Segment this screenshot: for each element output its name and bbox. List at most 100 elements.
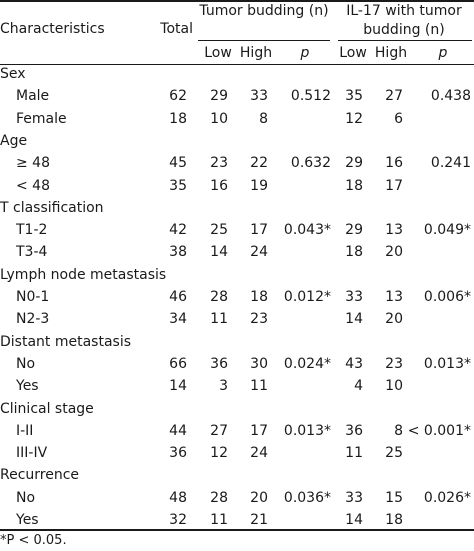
row-label: ≥ 48 [16, 155, 50, 171]
cell-tb-p: 0.024* [283, 356, 331, 372]
group-label: Clinical stage [0, 401, 94, 417]
cell-tb-low: 16 [210, 178, 228, 194]
row-label: < 48 [16, 178, 50, 194]
cell-total: 34 [169, 311, 187, 327]
cell-tb-high: 30 [250, 356, 268, 372]
cell-tb-high: 18 [250, 289, 268, 305]
header-total: Total [160, 21, 193, 37]
cell-il-high: 6 [394, 111, 403, 127]
il17-rule [338, 40, 472, 41]
cell-il-high: 8 [394, 423, 403, 439]
cell-tb-high: 24 [250, 445, 268, 461]
cell-tb-low: 29 [210, 88, 228, 104]
cell-il-low: 14 [345, 512, 363, 528]
group-label: Age [0, 133, 28, 149]
cell-tb-p: 0.012* [283, 289, 331, 305]
cell-tb-high: 20 [250, 490, 268, 506]
row-label: No [16, 490, 36, 506]
cell-il-low: 11 [345, 445, 363, 461]
cell-tb-low: 25 [210, 222, 228, 238]
cell-tb-high: 24 [250, 244, 268, 260]
cell-total: 14 [169, 378, 187, 394]
cell-il-low: 14 [345, 311, 363, 327]
cell-tb-high: 19 [250, 178, 268, 194]
cell-il-p: 0.026* [423, 490, 471, 506]
header-il-p: p [438, 45, 448, 61]
cell-tb-low: 12 [210, 445, 228, 461]
cell-tb-high: 11 [250, 378, 268, 394]
cell-il-low: 33 [345, 289, 363, 305]
cell-tb-high: 22 [250, 155, 268, 171]
cell-tb-low: 28 [210, 490, 228, 506]
cell-il-high: 10 [385, 378, 403, 394]
cell-tb-low: 10 [210, 111, 228, 127]
cell-tb-low: 3 [219, 378, 228, 394]
tumor-budding-rule [198, 40, 330, 41]
cell-il-p: 0.013* [423, 356, 471, 372]
cell-il-high: 20 [385, 311, 403, 327]
header-il-high: High [374, 45, 408, 61]
cell-il-p: 0.438 [430, 88, 471, 104]
cell-il-p: 0.006* [423, 289, 471, 305]
group-label: T classification [0, 200, 104, 216]
cell-tb-low: 28 [210, 289, 228, 305]
cell-il-high: 13 [385, 289, 403, 305]
header-tb-high: High [239, 45, 273, 61]
cell-il-low: 18 [345, 178, 363, 194]
cell-il-p: < 0.001* [407, 423, 471, 439]
cell-il-p: 0.241 [430, 155, 471, 171]
cell-tb-high: 21 [250, 512, 268, 528]
top-rule [0, 0, 474, 2]
cell-total: 36 [169, 445, 187, 461]
group-label: Sex [0, 66, 26, 82]
cell-il-high: 25 [385, 445, 403, 461]
cell-il-low: 35 [345, 88, 363, 104]
cell-il-high: 13 [385, 222, 403, 238]
cell-il-low: 43 [345, 356, 363, 372]
row-label: III-IV [16, 445, 48, 461]
cell-tb-p: 0.512 [290, 88, 331, 104]
cell-tb-low: 36 [210, 356, 228, 372]
cell-il-high: 20 [385, 244, 403, 260]
group-label: Distant metastasis [0, 334, 132, 350]
cell-il-p: 0.049* [423, 222, 471, 238]
cell-total: 46 [169, 289, 187, 305]
header-il-low: Low [339, 45, 367, 61]
row-label: N0-1 [16, 289, 50, 305]
cell-il-low: 36 [345, 423, 363, 439]
cell-il-low: 12 [345, 111, 363, 127]
cell-total: 62 [169, 88, 187, 104]
cell-il-low: 29 [345, 222, 363, 238]
header-il17-tumor-budding: IL-17 with tumor budding (n) [346, 3, 462, 38]
cell-il-high: 23 [385, 356, 403, 372]
cell-tb-low: 23 [210, 155, 228, 171]
header-tb-low: Low [204, 45, 232, 61]
cell-total: 48 [169, 490, 187, 506]
cell-il-high: 27 [385, 88, 403, 104]
row-label: Yes [16, 378, 39, 394]
cell-tb-low: 11 [210, 311, 228, 327]
group-label: Lymph node metastasis [0, 267, 167, 283]
cell-total: 42 [169, 222, 187, 238]
row-label: Yes [16, 512, 39, 528]
cell-tb-low: 14 [210, 244, 228, 260]
cell-il-low: 29 [345, 155, 363, 171]
header-tumor-budding: Tumor budding (n) [199, 3, 329, 19]
cell-tb-high: 23 [250, 311, 268, 327]
cell-tb-p: 0.632 [290, 155, 331, 171]
row-label: N2-3 [16, 311, 50, 327]
cell-tb-high: 17 [250, 423, 268, 439]
cell-total: 35 [169, 178, 187, 194]
cell-total: 44 [169, 423, 187, 439]
cell-tb-p: 0.013* [283, 423, 331, 439]
cell-il-low: 18 [345, 244, 363, 260]
cell-il-high: 18 [385, 512, 403, 528]
cell-total: 32 [169, 512, 187, 528]
cell-il-low: 33 [345, 490, 363, 506]
row-label: No [16, 356, 36, 372]
cell-tb-p: 0.036* [283, 490, 331, 506]
cell-il-high: 16 [385, 155, 403, 171]
cell-total: 18 [169, 111, 187, 127]
row-label: T1-2 [16, 222, 48, 238]
cell-total: 45 [169, 155, 187, 171]
